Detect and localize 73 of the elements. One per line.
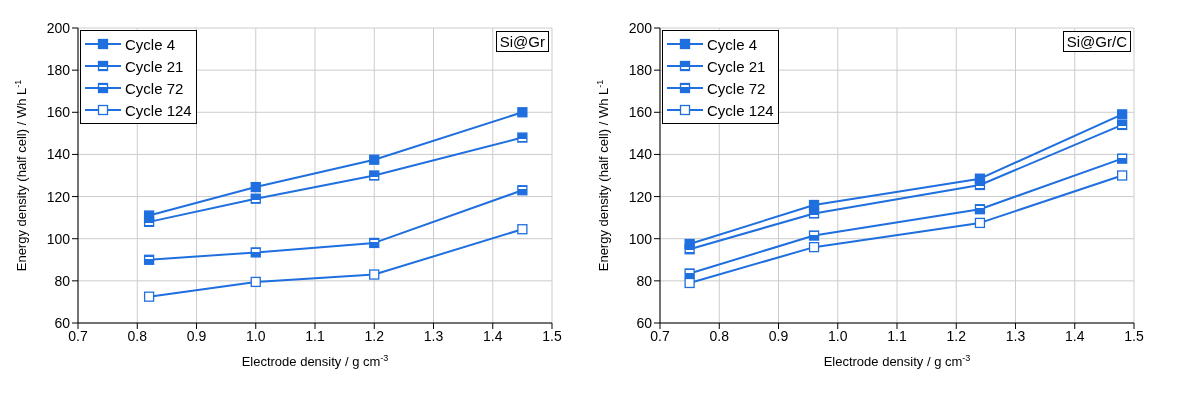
x-tick-label: 0.9: [768, 327, 789, 344]
legend-label: Cycle 124: [707, 101, 774, 119]
point: [808, 241, 820, 253]
point: [1117, 153, 1128, 164]
x-tick-label: 1.4: [1065, 327, 1085, 344]
y-tick-label: 60: [54, 314, 71, 331]
point: [684, 277, 695, 289]
point: [517, 185, 528, 196]
point: [369, 154, 380, 165]
x-axis-title: Electrode density / g cm$^{-3}$: [823, 353, 971, 369]
y-tick-label: 140: [628, 146, 653, 163]
y-tick-label: 160: [46, 104, 71, 121]
point: [808, 230, 820, 241]
y-tick-label: 140: [46, 146, 71, 163]
y-tick-label: 180: [46, 62, 71, 79]
point: [250, 181, 261, 193]
point: [250, 193, 261, 204]
point: [1117, 170, 1128, 181]
point: [143, 216, 155, 228]
point: [974, 217, 986, 229]
y-tick-label: 200: [628, 19, 653, 36]
point: [250, 276, 261, 288]
x-tick-label: 0.8: [127, 327, 148, 344]
y-tick-label: 100: [46, 230, 71, 247]
x-tick-label: 1.1: [887, 327, 907, 344]
y-tick-label: 80: [636, 272, 653, 289]
x-tick-label: 0.9: [186, 327, 207, 344]
annotation: Si@Gr: [499, 33, 545, 50]
x-tick-label: 1.5: [1124, 327, 1144, 344]
annotation: Si@Gr/C: [1066, 33, 1127, 50]
x-tick-label: 1.3: [1005, 327, 1026, 344]
legend-label: Cycle 4: [707, 35, 758, 53]
point: [1117, 119, 1128, 131]
point: [143, 254, 155, 265]
y-tick-label: 160: [628, 104, 653, 121]
point: [974, 204, 986, 215]
x-tick-label: 1.0: [246, 327, 266, 344]
x-tick-label: 1.5: [542, 327, 562, 344]
y-tick-label: 120: [628, 188, 653, 205]
y-tick-label: 120: [46, 188, 71, 205]
point: [369, 269, 380, 280]
x-axis-title: Electrode density / g cm$^{-3}$: [241, 353, 389, 369]
point: [808, 208, 820, 219]
y-tick-label: 60: [636, 314, 653, 331]
x-tick-label: 1.3: [423, 327, 444, 344]
legend-label: Cycle 21: [125, 57, 184, 75]
legend-label: Cycle 124: [125, 101, 192, 119]
point: [517, 132, 528, 143]
x-tick-label: 0.8: [709, 327, 730, 344]
legend-label: Cycle 72: [707, 79, 766, 97]
point: [143, 291, 155, 302]
y-tick-label: 80: [54, 272, 71, 289]
legend-label: Cycle 21: [707, 57, 766, 75]
legend-label: Cycle 72: [125, 79, 184, 97]
x-tick-label: 1.1: [305, 327, 325, 344]
legend-label: Cycle 4: [125, 35, 176, 53]
point: [974, 179, 986, 191]
point: [684, 268, 695, 279]
x-tick-label: 1.2: [946, 327, 967, 344]
x-tick-label: 0.7: [68, 327, 88, 344]
point: [369, 170, 380, 181]
point: [1117, 109, 1128, 120]
x-tick-label: 1.2: [364, 327, 385, 344]
x-tick-label: 0.7: [650, 327, 670, 344]
point: [250, 247, 261, 258]
x-tick-label: 1.0: [828, 327, 848, 344]
y-tick-label: 100: [628, 230, 653, 247]
point: [517, 224, 528, 235]
point: [369, 237, 380, 249]
y-tick-label: 180: [628, 62, 653, 79]
point: [517, 107, 528, 118]
y-tick-label: 200: [46, 19, 71, 36]
x-tick-label: 1.4: [483, 327, 503, 344]
